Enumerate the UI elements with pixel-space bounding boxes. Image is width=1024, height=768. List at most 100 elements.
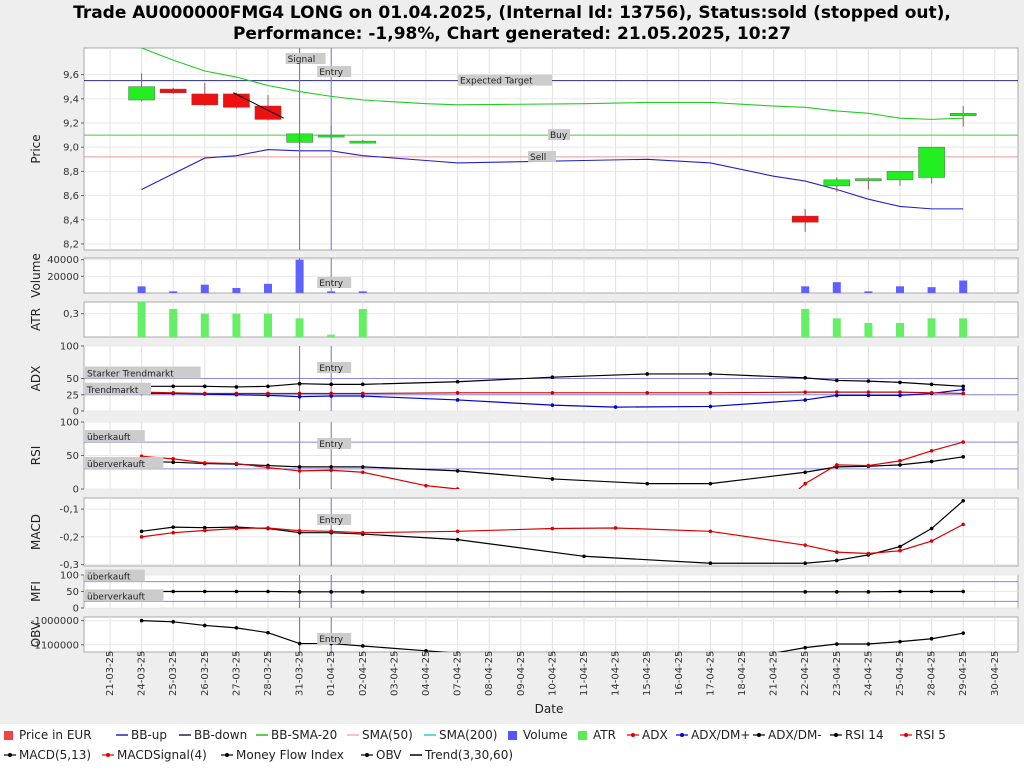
adx-series-point	[866, 379, 871, 383]
x-tick-label: 15-04-25	[642, 651, 653, 696]
candle-body	[159, 88, 187, 94]
adx-series-point	[266, 384, 270, 389]
adx-series-point	[898, 380, 902, 385]
macd-series-point	[297, 528, 302, 533]
price-level-label: Buy	[550, 131, 568, 141]
obv-series-point	[266, 630, 270, 635]
rsi-series-point	[424, 483, 428, 488]
mfi-ytick-label: 0	[73, 604, 79, 615]
adx-series-point	[803, 398, 807, 402]
rsi-series-point	[455, 487, 460, 489]
x-tick-label: 29-04-25	[958, 651, 969, 696]
x-tick-label: 11-04-25	[579, 651, 590, 696]
atr-ytick-label: 0,3	[63, 309, 79, 320]
price-ytick-label: 8,8	[63, 167, 79, 178]
volume-bar	[896, 286, 904, 293]
macd-series-line	[141, 523, 964, 555]
adx-panel: 0 25 50 100 ADX Starker Trendmarkt Trendmarkt E…	[29, 342, 1019, 418]
legend-swatch-marker	[757, 733, 761, 737]
adx-series-point	[455, 398, 460, 402]
candle-body	[191, 93, 219, 106]
legend-item-label: RSI 14	[845, 728, 884, 742]
rsi-series-point	[266, 465, 270, 470]
volume-ytick-label: 40000	[47, 255, 79, 266]
x-tick-label: 10-04-25	[547, 651, 558, 696]
adx-ref-label: Trendmarkt	[86, 386, 139, 396]
obv-plot-content	[139, 617, 965, 652]
x-tick-label: 17-04-25	[705, 651, 716, 696]
adx-series-point	[234, 385, 239, 389]
macd-series-point	[329, 529, 334, 534]
legend-swatch-marker	[834, 733, 838, 737]
candle-body	[949, 113, 977, 117]
macd-series-point	[708, 561, 713, 566]
volume-panel: 20000 40000 Volume Entry	[29, 253, 1019, 298]
macd-series-point	[898, 548, 902, 553]
adx-series-point	[171, 384, 175, 389]
adx-series-point	[329, 394, 334, 398]
legend-swatch-marker	[680, 733, 684, 737]
legend-item-label: Volume	[523, 728, 568, 742]
rsi-series-point	[329, 468, 334, 473]
adx-ytick-label: 100	[60, 342, 79, 353]
legend-item-label: MACDSignal(4)	[117, 748, 207, 762]
mfi-series-point	[961, 589, 965, 594]
price-ylabel: Price	[29, 134, 43, 163]
macd-series-point	[139, 535, 144, 539]
mfi-ref-label: überverkauft	[87, 592, 146, 602]
atr-bar	[927, 318, 936, 337]
candle-body	[223, 93, 250, 108]
price-level-label-bg	[528, 150, 556, 162]
adx-series-line	[141, 388, 964, 408]
mfi-ref-label-bg	[85, 569, 145, 582]
adx-series-point	[866, 393, 871, 398]
adx-series-point	[961, 384, 965, 389]
mfi-series-point	[866, 590, 871, 594]
rsi-series-point	[203, 461, 207, 465]
legend-item-label: BB-down	[194, 728, 247, 742]
adx-series-point	[361, 391, 365, 396]
adx-plot-content	[84, 346, 1018, 411]
volume-bar	[832, 282, 841, 293]
candle-body	[855, 178, 882, 181]
volume-bar	[801, 286, 810, 293]
mfi-series-point	[929, 589, 934, 594]
volume-marker-label-bg	[317, 277, 352, 288]
bb-sma-line	[141, 48, 964, 120]
macd-ytick-label: -0,3	[59, 560, 79, 571]
bb-down-line	[141, 149, 964, 210]
macd-series-point	[929, 539, 934, 543]
mfi-series-point	[234, 589, 239, 594]
macd-series-point	[171, 530, 175, 535]
x-axis: 21-03-25 24-03-25 25-03-25 26-03-25 27-03-25…	[105, 651, 1001, 696]
rsi-ylabel: RSI	[29, 446, 43, 466]
volume-bar	[232, 288, 241, 293]
volume-ylabel: Volume	[29, 253, 43, 298]
rsi-panel: 0 50 100 RSI überkauft überverkauft Entry	[29, 418, 1019, 496]
macd-series-point	[455, 529, 460, 534]
legend-swatch-marker	[106, 753, 110, 757]
adx-series-point	[898, 393, 902, 398]
atr-bar	[864, 323, 873, 337]
macd-series-point	[266, 526, 270, 530]
trend-line	[233, 92, 285, 119]
rsi-ytick-label: 50	[66, 451, 79, 462]
obv-series-point	[866, 642, 871, 646]
rsi-series-point	[329, 465, 334, 469]
volume-bar	[927, 287, 936, 293]
rsi-series-point	[708, 481, 713, 486]
x-tick-label: 25-03-25	[168, 651, 179, 696]
adx-series-point	[866, 390, 871, 394]
price-ytick-label: 9,4	[63, 94, 79, 105]
obv-series-point	[424, 648, 428, 652]
legend-item-label: ADX/DM+	[691, 728, 750, 742]
atr-bar	[358, 309, 367, 337]
macd-series-point	[803, 561, 807, 566]
rsi-series-line	[141, 456, 964, 485]
price-panel: 8,2 8,4 8,6 8,8 9,0 9,2 9,4 9,6 Price Expected Ta…	[29, 47, 1019, 251]
macd-series-point	[203, 528, 207, 533]
adx-series-point	[550, 375, 555, 380]
atr-bar	[264, 313, 272, 337]
x-tick-label: 21-03-25	[105, 651, 116, 696]
atr-bar	[169, 309, 178, 337]
